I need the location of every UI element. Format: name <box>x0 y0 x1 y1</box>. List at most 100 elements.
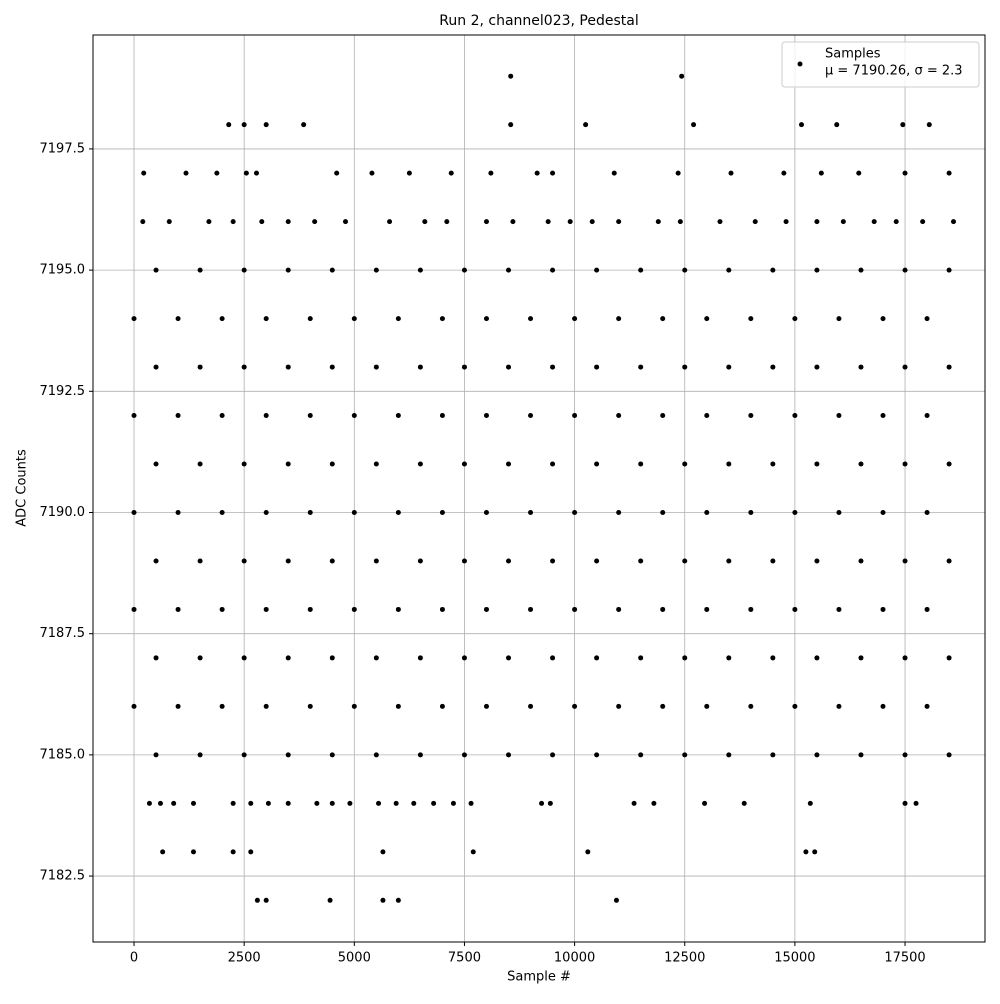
point <box>589 219 595 225</box>
point <box>902 170 908 176</box>
legend-label: Samples <box>825 47 881 62</box>
point <box>770 655 776 661</box>
point <box>807 800 813 806</box>
point <box>395 509 401 515</box>
point <box>450 800 456 806</box>
point <box>175 606 181 612</box>
point <box>444 219 450 225</box>
point <box>682 364 688 370</box>
x-tick-label: 17500 <box>884 951 925 966</box>
point <box>567 219 573 225</box>
point <box>373 267 379 273</box>
point <box>572 509 578 515</box>
point <box>230 219 236 225</box>
point <box>682 752 688 758</box>
point <box>508 122 514 128</box>
point <box>748 413 754 419</box>
point <box>880 606 886 612</box>
point <box>594 267 600 273</box>
point <box>506 752 512 758</box>
point <box>160 849 166 855</box>
point <box>748 316 754 322</box>
x-tick-label: 12500 <box>664 951 705 966</box>
point <box>230 849 236 855</box>
point <box>902 461 908 467</box>
y-tick-label: 7197.5 <box>40 141 86 156</box>
point <box>534 170 540 176</box>
point <box>175 413 181 419</box>
point <box>792 509 798 515</box>
point <box>924 316 930 322</box>
point <box>550 655 556 661</box>
point <box>748 606 754 612</box>
point <box>572 316 578 322</box>
point <box>594 558 600 564</box>
point <box>748 703 754 709</box>
point <box>616 219 622 225</box>
point <box>329 364 335 370</box>
point <box>422 219 428 225</box>
point <box>483 509 489 515</box>
point <box>836 509 842 515</box>
y-tick-label: 7182.5 <box>40 869 86 884</box>
point <box>616 413 622 419</box>
point <box>585 849 591 855</box>
point <box>468 800 474 806</box>
point <box>613 897 619 903</box>
point <box>395 703 401 709</box>
point <box>488 170 494 176</box>
point <box>153 655 159 661</box>
point <box>547 800 553 806</box>
point <box>265 800 271 806</box>
point <box>307 703 313 709</box>
point <box>893 219 899 225</box>
point <box>248 800 254 806</box>
point <box>726 267 732 273</box>
point <box>704 703 710 709</box>
point <box>417 267 423 273</box>
point <box>704 413 710 419</box>
point <box>550 558 556 564</box>
point <box>153 461 159 467</box>
point <box>263 509 269 515</box>
y-tick-label: 7185.0 <box>40 747 86 762</box>
point <box>483 316 489 322</box>
point <box>946 461 952 467</box>
point <box>814 461 820 467</box>
point <box>858 267 864 273</box>
point <box>406 170 412 176</box>
point <box>140 219 146 225</box>
point <box>197 752 203 758</box>
y-axis-label: ADC Counts <box>15 449 30 527</box>
point <box>550 364 556 370</box>
point <box>190 800 196 806</box>
point <box>417 655 423 661</box>
point <box>329 655 335 661</box>
point <box>307 509 313 515</box>
point <box>461 558 467 564</box>
x-tick-label: 5000 <box>338 951 371 966</box>
point <box>902 752 908 758</box>
point <box>528 509 534 515</box>
point <box>243 170 249 176</box>
point <box>506 267 512 273</box>
point <box>545 219 551 225</box>
point <box>858 461 864 467</box>
x-axis-label: Sample # <box>507 970 571 985</box>
point <box>301 122 307 128</box>
point <box>528 316 534 322</box>
point <box>792 606 798 612</box>
point <box>461 461 467 467</box>
point <box>902 364 908 370</box>
x-tick-label: 10000 <box>554 951 595 966</box>
point <box>880 413 886 419</box>
point <box>175 316 181 322</box>
point <box>219 316 225 322</box>
point <box>248 849 254 855</box>
point <box>206 219 212 225</box>
point <box>483 606 489 612</box>
point <box>241 655 247 661</box>
point <box>770 558 776 564</box>
point <box>792 316 798 322</box>
